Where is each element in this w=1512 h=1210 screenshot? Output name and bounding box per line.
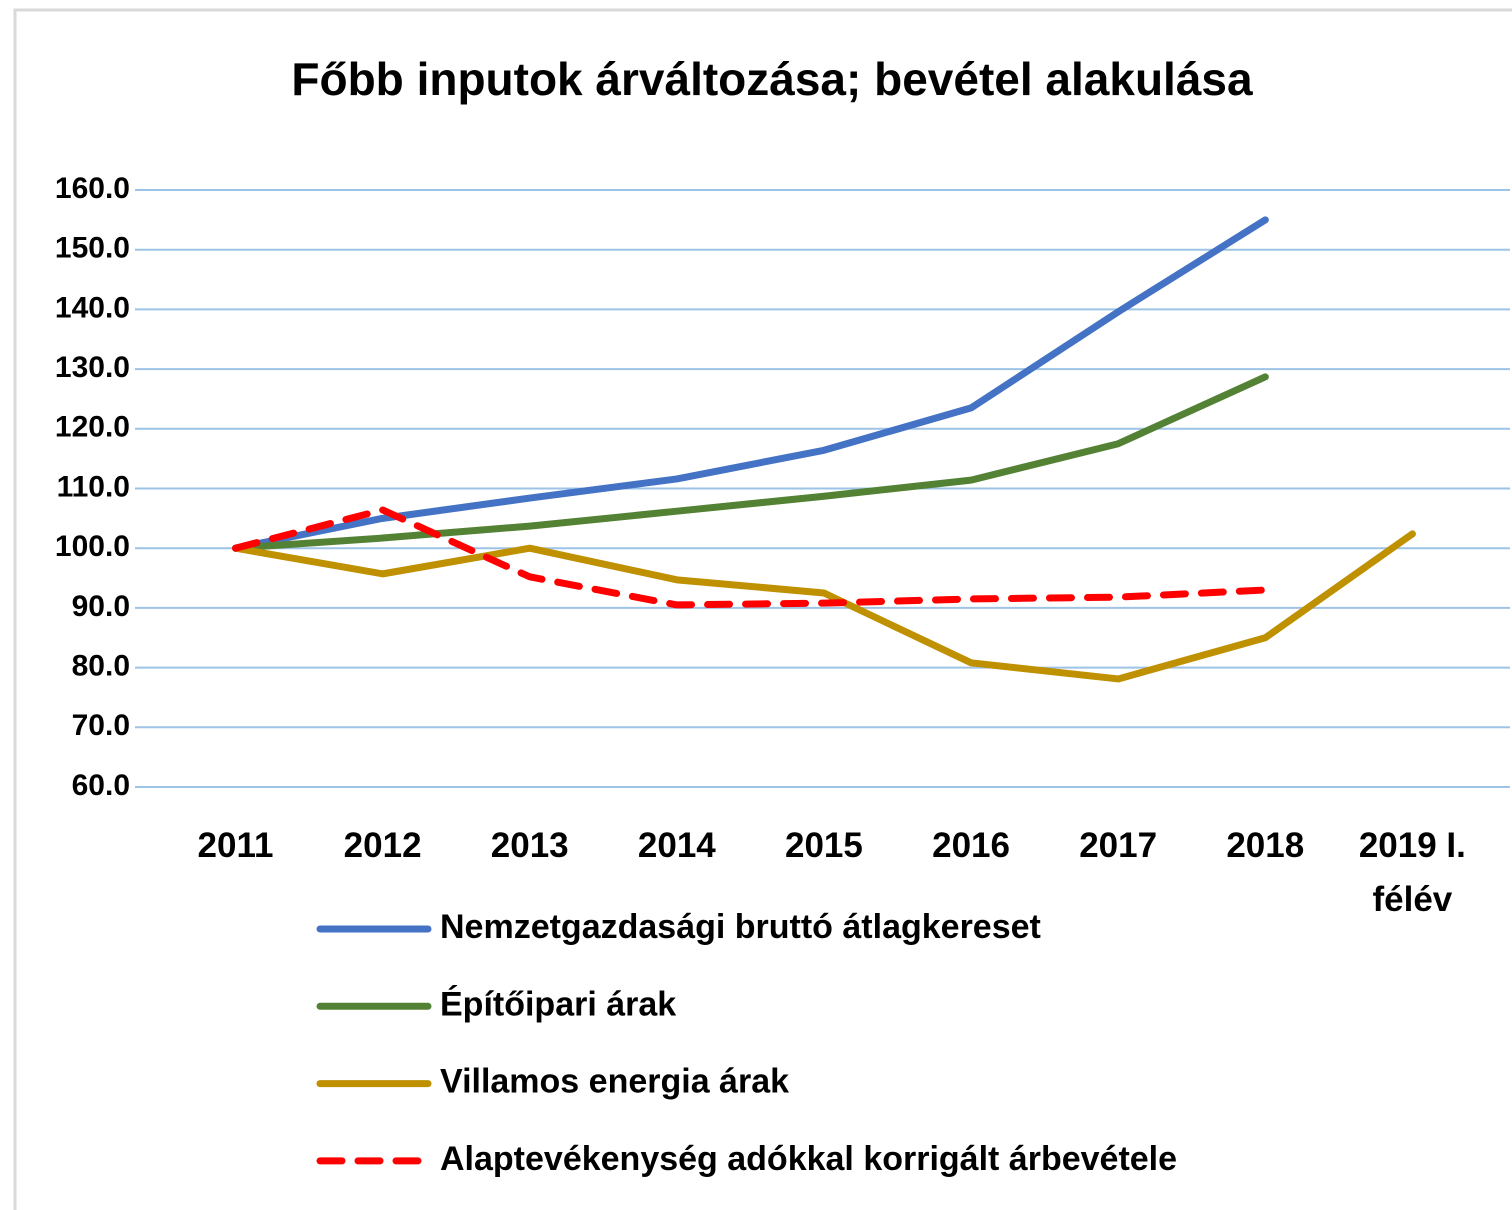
y-tick-label: 150.0 xyxy=(55,232,130,265)
x-tick-label: 2017 xyxy=(1079,826,1158,865)
legend-label: Építőipari árak xyxy=(440,985,676,1023)
x-tick-label: 2014 xyxy=(637,826,716,865)
y-tick-label: 140.0 xyxy=(55,291,130,324)
x-tick-label: 2016 xyxy=(932,826,1010,865)
legend-label: Villamos energia árak xyxy=(440,1063,789,1101)
x-tick-label: 2011 xyxy=(197,826,274,865)
y-tick-label: 120.0 xyxy=(55,411,130,444)
y-tick-label: 80.0 xyxy=(72,650,130,683)
y-tick-label: 100.0 xyxy=(55,530,130,563)
x-tick-label: 2012 xyxy=(343,826,422,865)
chart-title: Főbb inputok árváltozása; bevétel alakul… xyxy=(291,53,1253,105)
series-line xyxy=(232,506,1269,609)
chart-border xyxy=(13,8,1512,1210)
y-tick-label: 110.0 xyxy=(57,470,130,503)
y-tick-label: 60.0 xyxy=(72,769,130,802)
x-tick-label: 2019 I. félév xyxy=(1358,826,1466,919)
x-tick-label: 2018 xyxy=(1226,826,1305,865)
series-line xyxy=(232,216,1269,552)
x-tick-label: 2015 xyxy=(785,826,863,865)
y-tick-label: 70.0 xyxy=(72,709,130,742)
y-tick-label: 90.0 xyxy=(72,590,130,623)
legend-label: Nemzetgazdasági bruttó átlagkereset xyxy=(440,908,1041,946)
series-line xyxy=(232,373,1269,552)
y-tick-label: 160.0 xyxy=(55,172,130,205)
series-line xyxy=(232,530,1416,683)
legend-label: Alaptevékenység adókkal korrigált árbevé… xyxy=(440,1140,1177,1178)
y-tick-label: 130.0 xyxy=(55,351,130,384)
x-tick-label: 2013 xyxy=(490,826,569,865)
